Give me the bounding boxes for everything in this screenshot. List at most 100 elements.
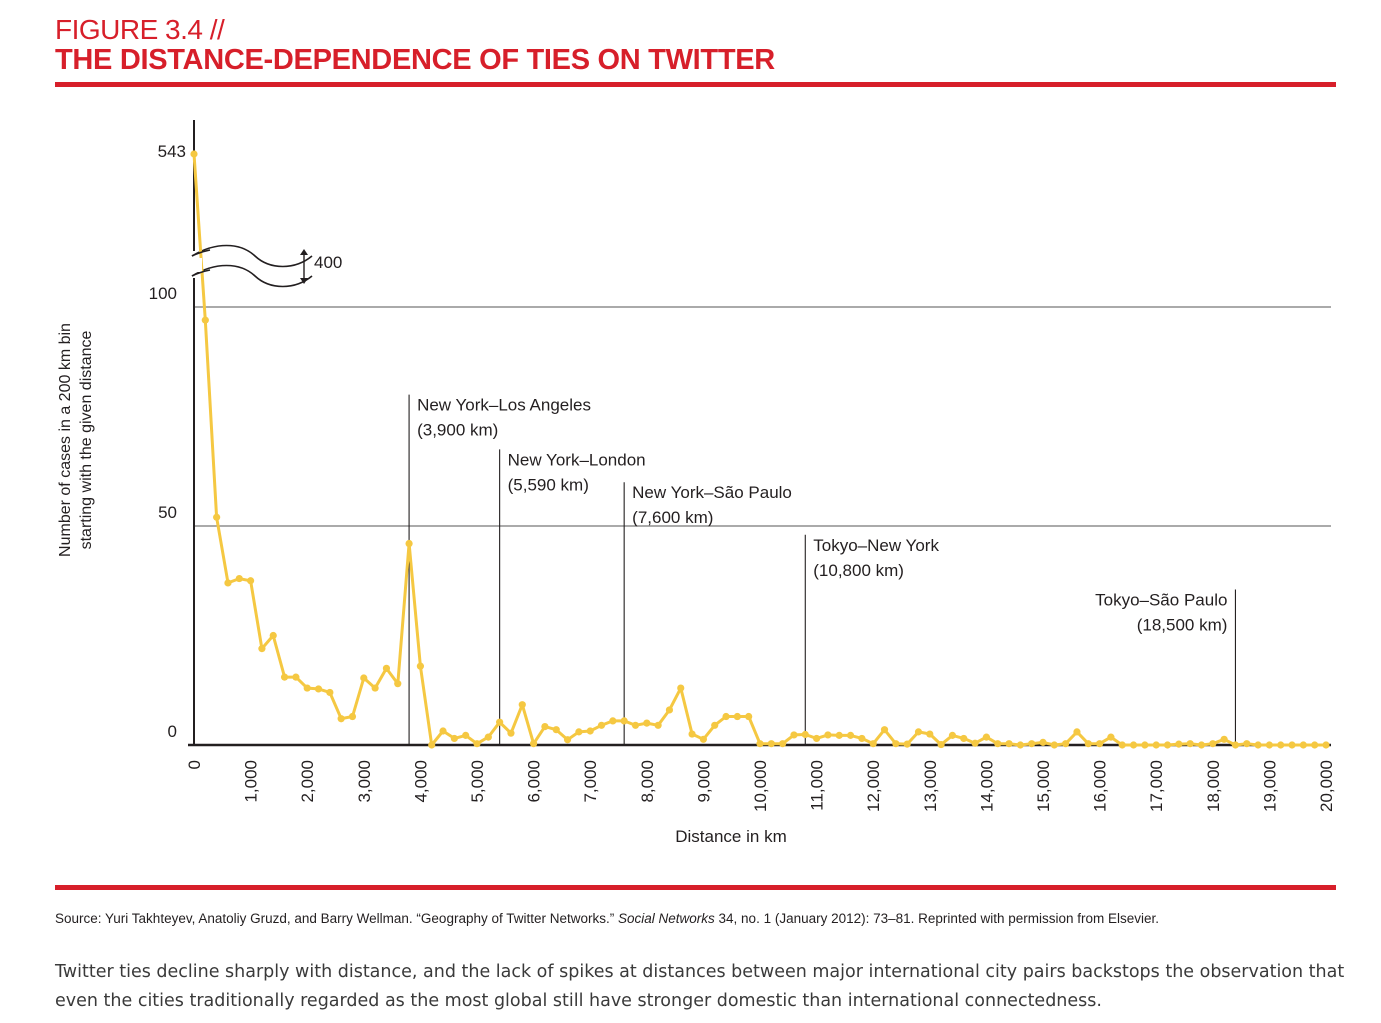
data-point	[235, 574, 243, 583]
data-point	[835, 731, 843, 739]
data-point	[790, 731, 798, 739]
x-tick-label: 9,000	[694, 760, 713, 803]
x-tick-label: 14,000	[977, 760, 996, 812]
label-layer: 0 50 100 543 400 0 1,000 2,000 3,000 4,000 5,000 6,…	[57, 142, 1336, 846]
data-point	[1254, 741, 1262, 749]
data-point	[337, 715, 345, 723]
axis-layer	[185, 120, 1331, 747]
data-point	[824, 731, 832, 739]
data-point	[280, 673, 289, 681]
data-point	[1118, 741, 1126, 749]
data-point	[1028, 740, 1036, 748]
annotation-distance-3: (7,600 km)	[632, 508, 713, 527]
annotation-distance-5: (18,500 km)	[1137, 616, 1228, 635]
data-point	[1186, 740, 1194, 748]
x-tick-label: 4,000	[411, 760, 430, 803]
data-point	[258, 645, 266, 653]
source-note: Source: Yuri Takhteyev, Anatoliy Gruzd, …	[55, 911, 1159, 926]
data-point	[507, 729, 515, 737]
data-point	[711, 721, 719, 729]
data-point	[609, 717, 617, 725]
data-point	[960, 734, 968, 743]
axis-break-lower	[191, 264, 313, 288]
data-point	[1096, 740, 1104, 748]
data-point	[360, 674, 368, 682]
x-tick-label: 13,000	[921, 760, 940, 812]
x-tick-label: 8,000	[638, 760, 657, 803]
x-tick-label: 3,000	[355, 760, 374, 803]
data-point	[858, 734, 866, 743]
data-point	[450, 734, 458, 743]
annotation-city-pair-3: New York–São Paulo	[632, 483, 792, 502]
data-point	[699, 735, 708, 743]
data-point	[631, 721, 640, 729]
source-prefix: Source: Yuri Takhteyev, Anatoliy Gruzd, …	[55, 911, 618, 926]
data-point	[1322, 741, 1330, 749]
axis-break-upper	[191, 244, 313, 268]
data-point	[484, 733, 492, 741]
data-point	[982, 733, 991, 741]
top-rule	[55, 82, 1336, 87]
data-point	[971, 739, 979, 747]
data-point	[1073, 728, 1081, 736]
data-point	[348, 712, 357, 721]
data-point	[201, 316, 209, 324]
x-tick-label: 20,000	[1317, 760, 1336, 812]
x-tick-label: 5,000	[468, 760, 487, 803]
data-point	[1152, 741, 1160, 749]
y-tick-label-top: 543	[158, 142, 186, 161]
data-point	[416, 662, 424, 670]
series-break-wave-upper	[191, 249, 211, 257]
data-point	[903, 740, 911, 748]
series-line	[192, 153, 1326, 747]
grid-layer	[194, 306, 1331, 527]
data-point	[779, 740, 787, 748]
figure-title: THE DISTANCE-DEPENDENCE OF TIES ON TWITT…	[55, 44, 775, 76]
data-point	[314, 685, 323, 693]
data-point	[394, 680, 402, 688]
annotation-distance-2: (5,590 km)	[508, 475, 589, 494]
data-point	[1311, 741, 1319, 749]
data-point	[948, 731, 957, 739]
data-point	[643, 719, 651, 727]
data-point	[1220, 735, 1228, 743]
data-point	[439, 727, 447, 735]
x-tick-label: 15,000	[1034, 760, 1053, 812]
data-point	[597, 721, 606, 729]
data-point	[1288, 741, 1296, 749]
data-point	[688, 730, 696, 738]
y-axis-title-line1: Number of cases in a 200 km bin	[57, 323, 74, 557]
data-point	[1107, 733, 1115, 741]
x-tick-label: 0	[185, 760, 204, 769]
break-arrow-head-up	[300, 249, 308, 255]
data-point	[722, 712, 730, 721]
data-point	[937, 740, 945, 749]
data-point	[563, 736, 572, 744]
y-tick-label: 50	[158, 503, 177, 522]
data-point	[1243, 740, 1251, 748]
data-point	[1062, 740, 1070, 748]
data-point	[926, 730, 934, 738]
data-point	[801, 730, 809, 739]
annotation-distance-4: (10,800 km)	[813, 561, 904, 580]
data-point	[496, 718, 504, 726]
data-point	[1265, 741, 1273, 749]
data-point	[1299, 741, 1307, 749]
x-tick-label: 12,000	[864, 760, 883, 812]
annotation-city-pair-2: New York–London	[508, 450, 646, 469]
x-tick-label: 6,000	[525, 760, 544, 803]
annotation-distance-1: (3,900 km)	[417, 421, 498, 440]
data-point	[1163, 741, 1172, 749]
data-point	[846, 731, 855, 739]
data-point	[518, 701, 526, 709]
x-tick-label: 10,000	[751, 760, 770, 812]
data-point	[745, 712, 753, 721]
data-point	[914, 728, 923, 736]
data-point	[1277, 741, 1285, 749]
data-point	[1050, 741, 1058, 749]
data-point	[1141, 741, 1149, 749]
data-point	[1231, 741, 1240, 749]
series-break-gap	[188, 258, 202, 272]
data-point	[1005, 740, 1013, 748]
bottom-rule	[55, 885, 1336, 890]
